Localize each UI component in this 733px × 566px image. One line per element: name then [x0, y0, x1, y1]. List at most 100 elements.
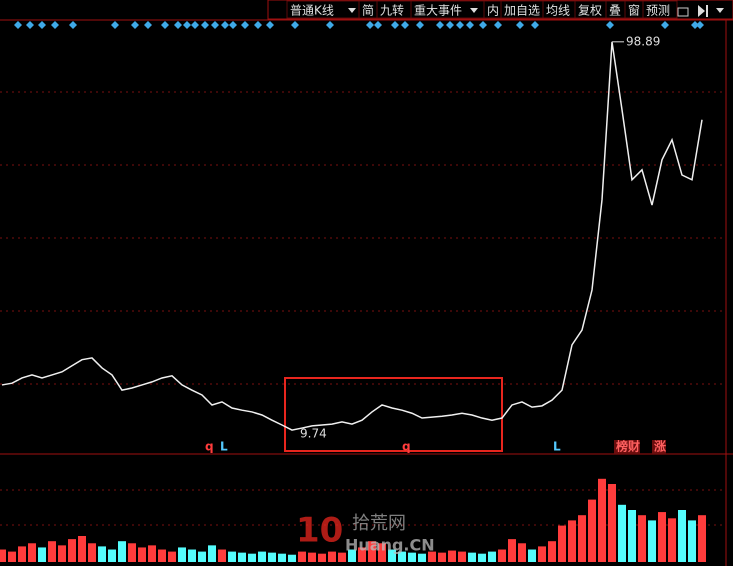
toolbar-button[interactable]: 普通K线	[290, 4, 334, 18]
event-diamond[interactable]	[401, 21, 409, 29]
event-diamond[interactable]	[416, 21, 424, 29]
volume-bar	[448, 550, 456, 562]
event-diamond[interactable]	[494, 21, 502, 29]
volume-bar	[278, 553, 286, 562]
toolbar-button[interactable]: 叠	[609, 4, 621, 18]
volume-bar	[98, 546, 106, 562]
toolbar-button[interactable]: 九转	[380, 3, 404, 18]
toolbar-button[interactable]: 内	[487, 4, 499, 18]
event-diamond[interactable]	[254, 21, 262, 29]
event-diamond[interactable]	[456, 21, 464, 29]
event-diamond[interactable]	[174, 21, 182, 29]
event-diamond[interactable]	[691, 21, 699, 29]
volume-bar	[678, 510, 686, 562]
volume-bar	[48, 541, 56, 562]
volume-bar	[58, 545, 66, 562]
event-diamond[interactable]	[266, 21, 274, 29]
volume-bar	[578, 515, 586, 562]
toolbar-button[interactable]: 均线	[546, 4, 570, 18]
signal-label: 榜财	[616, 439, 640, 454]
signal-label: L	[553, 440, 561, 454]
event-diamond[interactable]	[606, 21, 614, 29]
volume-bar	[158, 549, 166, 562]
volume-bar	[398, 551, 406, 562]
watermark-site: Huang.CN	[345, 536, 435, 555]
event-diamond[interactable]	[211, 21, 219, 29]
event-diamond[interactable]	[69, 21, 77, 29]
event-diamond[interactable]	[466, 21, 474, 29]
toolbar-button[interactable]: 复权	[578, 4, 602, 18]
toolbar-button[interactable]: 加自选	[504, 4, 540, 18]
dropdown-arrow[interactable]	[348, 8, 356, 13]
toolbar-button[interactable]: 预测	[646, 4, 670, 18]
volume-bar	[628, 510, 636, 562]
toolbar-button[interactable]: 简	[362, 4, 374, 18]
event-diamond[interactable]	[696, 21, 704, 29]
volume-bar	[118, 541, 126, 562]
event-diamond[interactable]	[38, 21, 46, 29]
event-diamond[interactable]	[436, 21, 444, 29]
event-diamond[interactable]	[374, 21, 382, 29]
event-diamond[interactable]	[241, 21, 249, 29]
event-diamond[interactable]	[326, 21, 334, 29]
volume-bar	[128, 543, 136, 562]
volume-bar	[638, 515, 646, 562]
volume-bar	[558, 525, 566, 562]
event-diamond[interactable]	[366, 21, 374, 29]
volume-bar	[108, 549, 116, 562]
volume-bar	[358, 547, 366, 562]
event-diamond[interactable]	[531, 21, 539, 29]
event-diamond[interactable]	[183, 21, 191, 29]
toolbar-button-bg[interactable]	[642, 0, 678, 19]
volume-bar	[28, 543, 36, 562]
volume-bar	[428, 551, 436, 562]
volume-bar	[668, 518, 676, 562]
toolbar-button[interactable]: 窗	[628, 4, 640, 18]
volume-bar	[378, 543, 386, 562]
volume-bar	[308, 552, 316, 562]
event-diamond[interactable]	[144, 21, 152, 29]
dropdown-arrow[interactable]	[470, 8, 478, 13]
volume-bar	[338, 552, 346, 562]
toolbar-button[interactable]: 重大事件	[414, 4, 462, 18]
event-diamond[interactable]	[229, 21, 237, 29]
volume-bar	[188, 549, 196, 562]
event-diamond[interactable]	[391, 21, 399, 29]
volume-bar	[528, 549, 536, 562]
volume-bar	[228, 551, 236, 562]
event-diamond[interactable]	[51, 21, 59, 29]
event-diamond[interactable]	[191, 21, 199, 29]
volume-bar	[698, 515, 706, 562]
event-diamond[interactable]	[111, 21, 119, 29]
event-diamond[interactable]	[201, 21, 209, 29]
volume-bar	[8, 551, 16, 562]
volume-bar	[588, 499, 596, 562]
lock-icon[interactable]	[677, 7, 689, 17]
volume-bar	[68, 539, 76, 562]
event-diamond[interactable]	[161, 21, 169, 29]
price-line	[1, 41, 703, 431]
event-diamond[interactable]	[26, 21, 34, 29]
event-diamond[interactable]	[516, 21, 524, 29]
max-label: 98.89	[626, 34, 660, 48]
event-diamond[interactable]	[479, 21, 487, 29]
volume-bar	[478, 553, 486, 562]
volume-bar	[388, 549, 396, 562]
event-diamond[interactable]	[291, 21, 299, 29]
event-diamond[interactable]	[131, 21, 139, 29]
volume-panel	[0, 478, 706, 562]
event-diamond[interactable]	[14, 21, 22, 29]
volume-bar	[328, 551, 336, 562]
volume-bar	[538, 546, 546, 562]
event-diamond[interactable]	[221, 21, 229, 29]
volume-bar	[258, 551, 266, 562]
volume-bar	[178, 547, 186, 562]
dropdown-arrow[interactable]	[716, 8, 724, 13]
event-diamond[interactable]	[446, 21, 454, 29]
nav-icon[interactable]	[698, 5, 708, 17]
signal-label: 涨	[654, 439, 666, 454]
event-diamond[interactable]	[661, 21, 669, 29]
